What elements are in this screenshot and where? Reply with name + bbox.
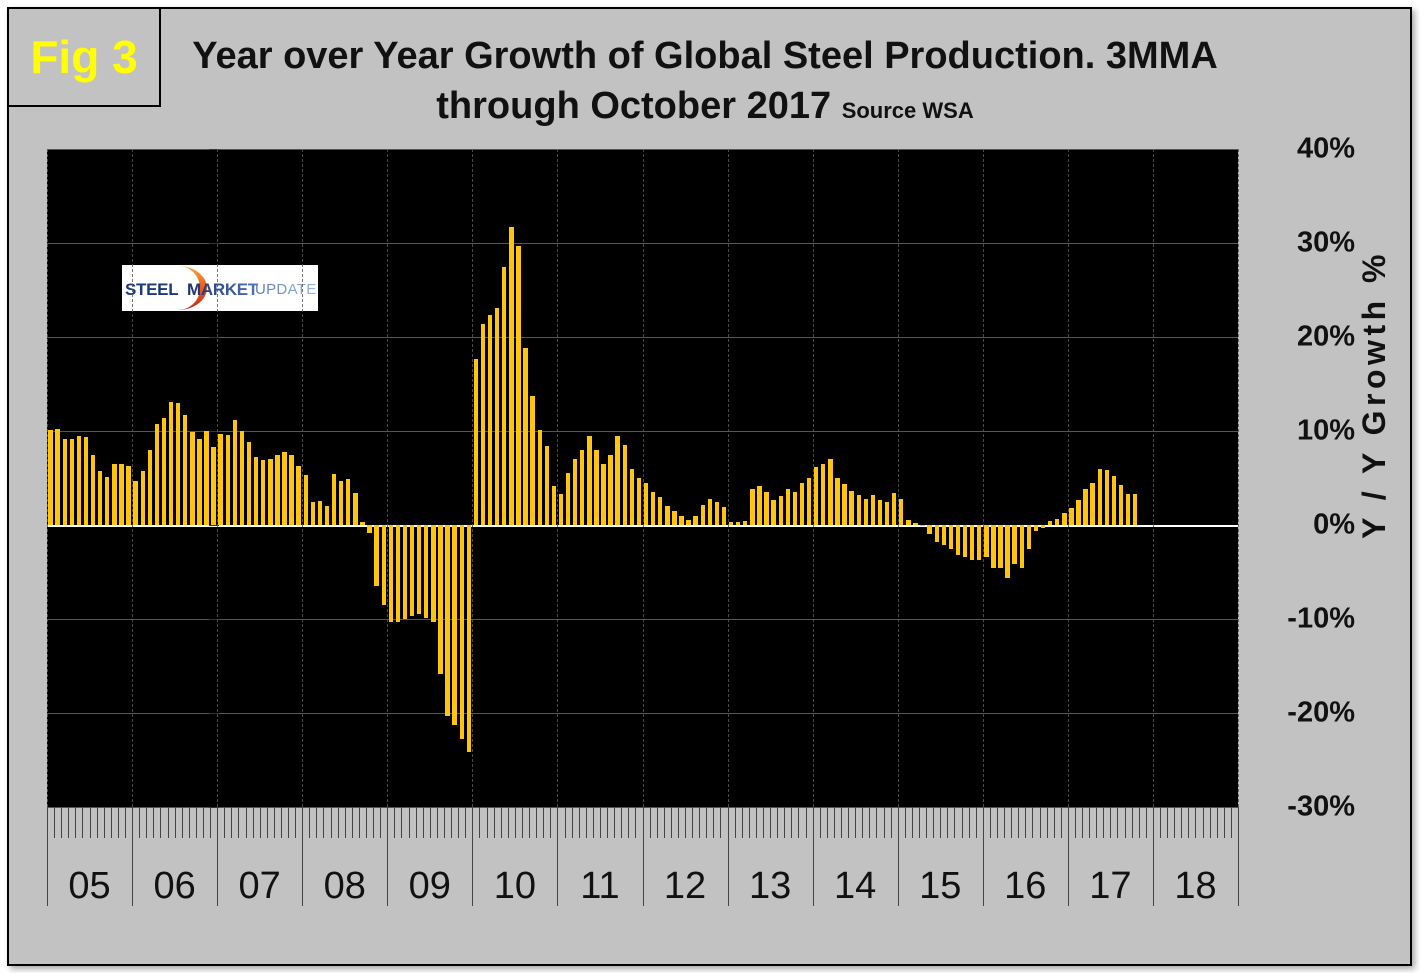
svg-text:MARKET: MARKET — [187, 280, 259, 299]
svg-text:UPDATE: UPDATE — [255, 281, 317, 298]
